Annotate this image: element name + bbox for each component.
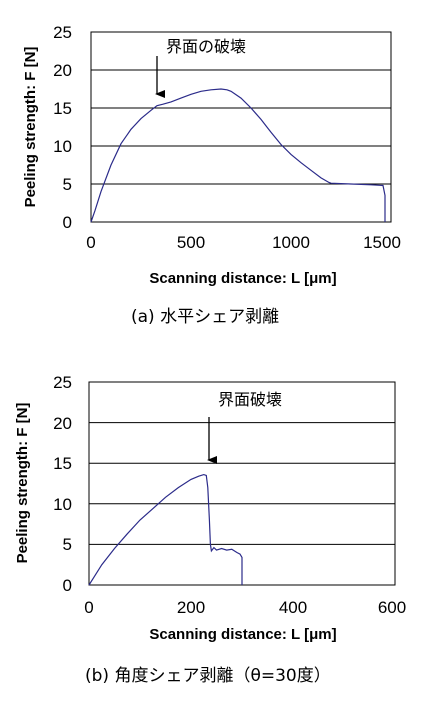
y-axis-label-a: Peeling strength: F [N] bbox=[22, 47, 39, 208]
x-tick-label: 400 bbox=[279, 598, 307, 617]
chart-a: 0 5 10 15 20 25 0 500 1000 1500 Peeling … bbox=[22, 23, 401, 327]
y-tick-label: 5 bbox=[63, 535, 72, 554]
xticks-b: 0 200 400 600 bbox=[84, 598, 406, 617]
series-line-b bbox=[88, 473, 243, 586]
x-tick-label: 1500 bbox=[363, 233, 401, 252]
xticks-a: 0 500 1000 1500 bbox=[86, 233, 401, 252]
x-tick-label: 500 bbox=[177, 233, 205, 252]
caption-b: (b) 角度シェア剥離（θ=30度） bbox=[85, 666, 331, 686]
caption-a: (a) 水平シェア剥離 bbox=[131, 307, 279, 327]
annotation-label-a: 界面の破壊 bbox=[166, 37, 246, 56]
y-axis-label-b: Peeling strength: F [N] bbox=[14, 403, 31, 564]
x-tick-label: 0 bbox=[84, 598, 93, 617]
y-tick-label: 25 bbox=[53, 23, 72, 42]
annotation-label-b: 界面破壊 bbox=[218, 390, 282, 409]
y-tick-label: 25 bbox=[53, 373, 72, 392]
y-tick-label: 15 bbox=[53, 454, 72, 473]
x-tick-label: 0 bbox=[86, 233, 95, 252]
x-tick-label: 600 bbox=[378, 598, 406, 617]
yticks-a: 0 5 10 15 20 25 bbox=[53, 23, 72, 232]
chart-b: 0 5 10 15 20 25 0 200 400 600 Peeling st… bbox=[14, 373, 406, 686]
grid-b bbox=[89, 422, 395, 545]
y-tick-label: 0 bbox=[63, 213, 72, 232]
y-tick-label: 10 bbox=[53, 137, 72, 156]
y-tick-label: 15 bbox=[53, 99, 72, 118]
plot-area-a bbox=[90, 31, 392, 223]
plot-area-b bbox=[88, 381, 396, 586]
x-tick-label: 1000 bbox=[272, 233, 310, 252]
y-tick-label: 5 bbox=[63, 175, 72, 194]
yticks-b: 0 5 10 15 20 25 bbox=[53, 373, 72, 595]
x-axis-label-b: Scanning distance: L [μm] bbox=[149, 626, 336, 643]
x-tick-label: 200 bbox=[177, 598, 205, 617]
series-line-a bbox=[90, 88, 386, 223]
y-tick-label: 0 bbox=[63, 576, 72, 595]
x-axis-label-a: Scanning distance: L [μm] bbox=[149, 270, 336, 287]
grid-a bbox=[91, 69, 391, 185]
y-tick-label: 20 bbox=[53, 61, 72, 80]
y-tick-label: 10 bbox=[53, 495, 72, 514]
y-tick-label: 20 bbox=[53, 414, 72, 433]
